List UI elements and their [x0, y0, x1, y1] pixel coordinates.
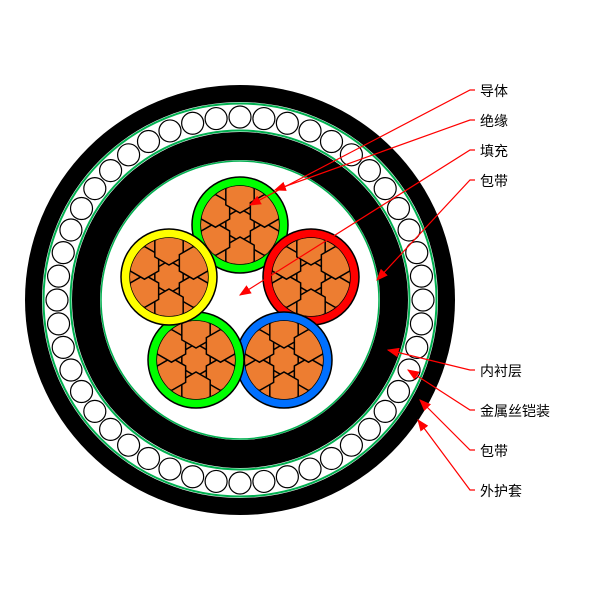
label-insulation: 绝缘: [480, 111, 508, 131]
label-tape1: 包带: [480, 171, 508, 191]
label-filler: 填充: [480, 141, 508, 161]
label-tape2: 包带: [480, 441, 508, 461]
label-armor: 金属丝铠装: [480, 401, 550, 421]
label-conductor: 导体: [480, 81, 508, 101]
label-inner-lining: 内衬层: [480, 361, 522, 381]
leader-outer-sheath: [418, 420, 475, 490]
label-outer-sheath: 外护套: [480, 481, 522, 501]
cable-cross-section-diagram: [0, 0, 600, 600]
